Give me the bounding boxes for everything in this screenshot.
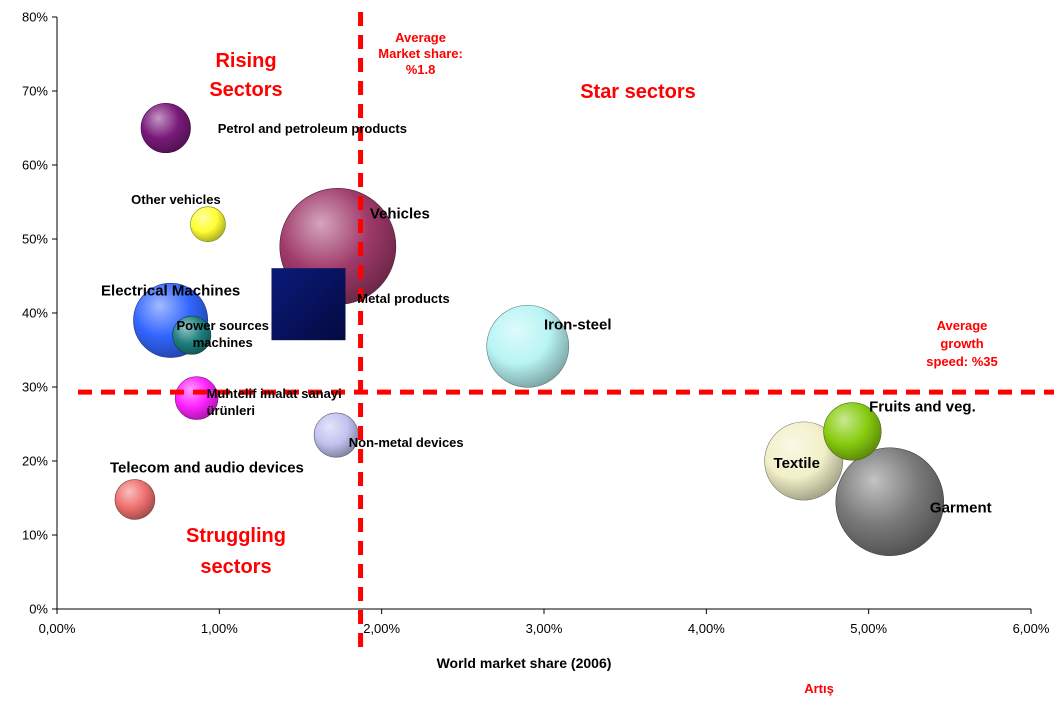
y-tick-label: 10%	[22, 528, 48, 543]
label-telecom-and-audio-devices: Telecom and audio devices	[110, 459, 304, 476]
y-tick-label: 50%	[22, 232, 48, 247]
label-electrical-machines: Electrical Machines	[101, 282, 240, 299]
quadrant-label-star: Star sectors	[580, 81, 696, 103]
footer-note: Artış	[804, 681, 834, 696]
bubble-power-sources-machines	[172, 315, 212, 355]
x-tick-label: 3,00%	[526, 621, 563, 636]
quadrant-label-rising: Rising	[215, 50, 276, 72]
x-tick-label: 4,00%	[688, 621, 725, 636]
bubble-metal-products-square	[271, 268, 346, 341]
avg-market-share-label: %1.8	[406, 62, 436, 77]
bubble-garment	[835, 447, 945, 556]
quadrant-label-struggling: Struggling	[186, 525, 286, 547]
label-metal-products: Metal products	[357, 291, 449, 306]
y-tick-label: 80%	[22, 10, 48, 25]
label-vehicles: Vehicles	[370, 205, 430, 222]
label-other-vehicles: Other vehicles	[131, 192, 221, 207]
labels: Petrol and petroleum products Other vehic…	[101, 50, 992, 696]
label-iron-steel: Iron-steel	[544, 316, 612, 333]
axes: 0% 10% 20% 30% 40% 50% 60% 70% 80% 0,00% 1,00% 2,00…	[22, 10, 1050, 672]
bubble-muhtelif-imalat-sanayi-r-nleri	[174, 376, 219, 420]
y-tick-label: 70%	[22, 84, 48, 99]
label-muhtelif-imalat-sanayi-r-nleri: Muhtelif imalat sanayi ürünleri	[207, 386, 342, 418]
bubble-fruits-and-veg	[823, 402, 882, 461]
x-tick-label: 5,00%	[850, 621, 887, 636]
x-axis-title: World market share (2006)	[437, 655, 612, 671]
y-tick-label: 60%	[22, 158, 48, 173]
quadrant-label-struggling: sectors	[200, 556, 271, 578]
bubble-textile	[764, 421, 844, 501]
y-tick-label: 30%	[22, 380, 48, 395]
x-tick-label: 0,00%	[39, 621, 76, 636]
bubble-petrol-and-petroleum-products	[140, 102, 191, 154]
y-tick-label: 20%	[22, 454, 48, 469]
x-tick-label: 6,00%	[1013, 621, 1050, 636]
label-garment: Garment	[930, 500, 992, 517]
x-tick-label: 1,00%	[201, 621, 238, 636]
avg-market-share-label: Market share:	[378, 46, 463, 61]
quadrant-label-rising: Sectors	[209, 79, 282, 101]
bubble-other-vehicles	[190, 206, 226, 242]
label-power-sources-machines: Power sources machines	[176, 318, 269, 350]
x-tick-label: 2,00%	[363, 621, 400, 636]
bubble-iron-steel	[486, 304, 570, 388]
y-tick-label: 0%	[29, 602, 48, 617]
label-non-metal-devices: Non-metal devices	[349, 435, 464, 450]
bubble-telecom-and-audio-devices	[114, 479, 156, 520]
bubbles	[114, 102, 945, 556]
label-fruits-and-veg: Fruits and veg.	[869, 398, 976, 415]
avg-market-share-label: Average	[395, 30, 446, 45]
avg-growth-label: growth	[940, 336, 983, 351]
y-tick-label: 40%	[22, 306, 48, 321]
avg-growth-label: speed: %35	[926, 354, 998, 369]
avg-growth-label: Average	[937, 318, 988, 333]
label-petrol-and-petroleum-products: Petrol and petroleum products	[218, 121, 407, 136]
label-textile: Textile	[774, 455, 820, 472]
